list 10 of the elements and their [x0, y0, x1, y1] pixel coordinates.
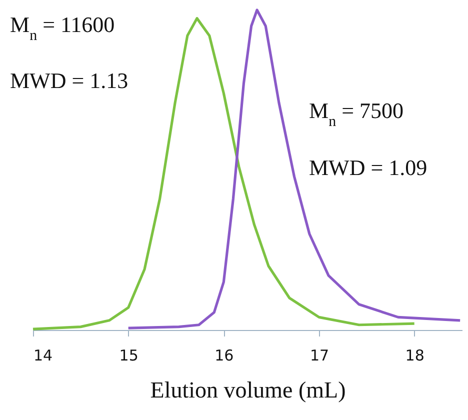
annotation: M$_{n}$ = 11600 — [10, 12, 115, 44]
annotation: MWD = 1.09 — [309, 155, 428, 180]
x-tick-label: 18 — [405, 346, 424, 364]
x-tick-label: 15 — [119, 346, 138, 364]
x-axis-title: Elution volume (mL) — [150, 378, 346, 402]
x-tick-label: 16 — [214, 346, 234, 364]
x-tick-label: 14 — [34, 346, 53, 364]
annotation: MWD = 1.13 — [10, 68, 128, 93]
annotation: M$_{n}$ = 7500 — [309, 98, 404, 130]
x-tick-label: 17 — [310, 346, 330, 364]
